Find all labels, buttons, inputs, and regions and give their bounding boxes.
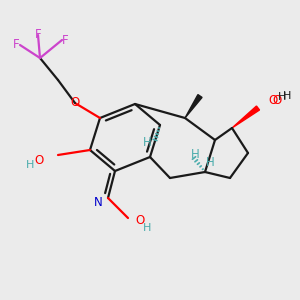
Text: O: O [272, 94, 281, 106]
Text: O: O [135, 214, 144, 226]
Text: H: H [278, 92, 286, 102]
Polygon shape [232, 106, 260, 128]
Text: H: H [143, 223, 152, 233]
Text: H: H [190, 148, 200, 161]
Text: H: H [283, 91, 291, 101]
Text: H: H [26, 160, 34, 170]
Text: O: O [268, 94, 277, 107]
Text: F: F [62, 34, 69, 46]
Text: F: F [35, 28, 41, 41]
Text: F: F [14, 38, 20, 52]
Text: H: H [142, 136, 152, 149]
Text: H: H [206, 157, 214, 169]
Text: O: O [35, 154, 44, 166]
Polygon shape [185, 94, 202, 118]
Text: N: N [94, 196, 103, 208]
Text: O: O [70, 97, 80, 110]
